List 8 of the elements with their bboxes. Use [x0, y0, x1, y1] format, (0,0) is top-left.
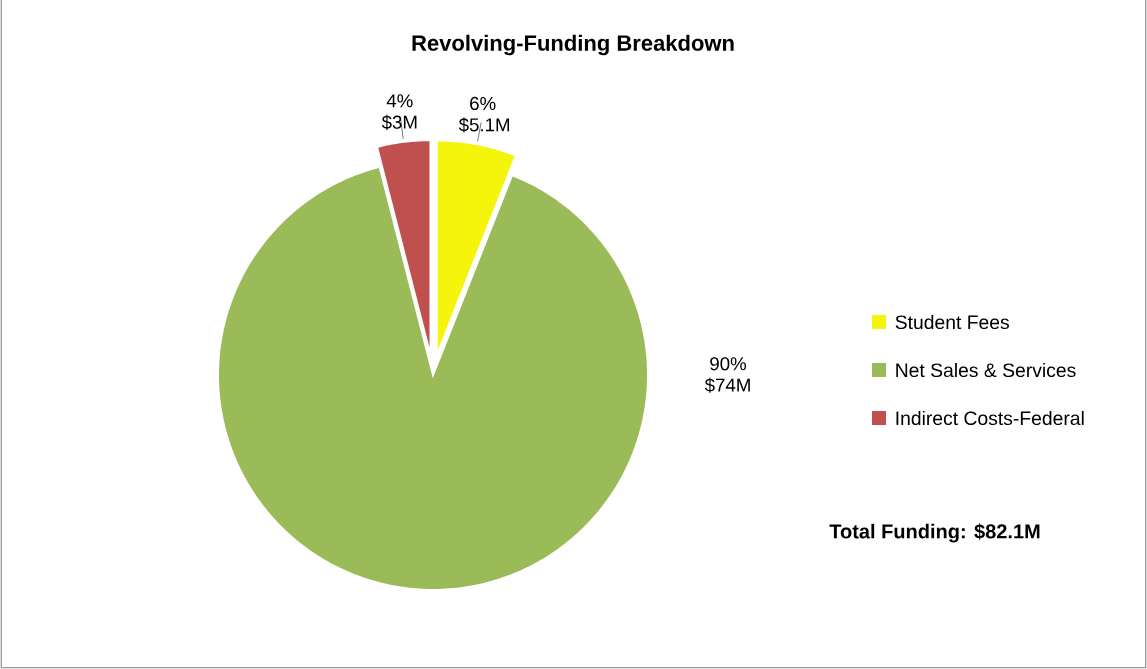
chart-title: Revolving-Funding Breakdown: [412, 34, 734, 56]
data-label: 4% $3M: [381, 94, 417, 130]
legend-label: Student Fees: [895, 314, 1009, 330]
text: Total Funding: $82.1M: [829, 523, 1040, 543]
legend-label: Indirect Costs-Federal: [896, 410, 1084, 426]
legend-label: Net Sales & Services: [896, 362, 1076, 378]
data-label: 90% $74M: [704, 357, 750, 393]
data-label: 6% $5.1M: [458, 96, 510, 133]
